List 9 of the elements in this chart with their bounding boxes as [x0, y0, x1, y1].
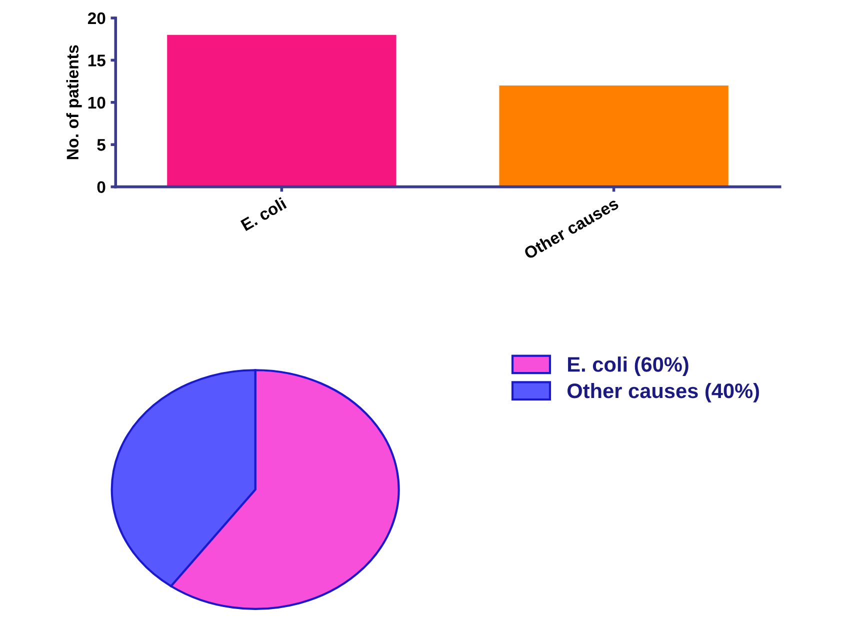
- y-tick-label: 0: [97, 181, 106, 194]
- legend-label: Other causes (40%): [568, 382, 759, 402]
- legend-label: E. coli (60%): [568, 356, 688, 376]
- x-tick-label: E. coli: [240, 197, 287, 232]
- y-tick-label: 15: [88, 54, 106, 66]
- y-tick-label: 20: [88, 12, 106, 24]
- y-tick-label: 5: [97, 139, 106, 151]
- y-axis-title: No. of patients: [66, 45, 82, 160]
- y-tick-label: 10: [88, 96, 106, 109]
